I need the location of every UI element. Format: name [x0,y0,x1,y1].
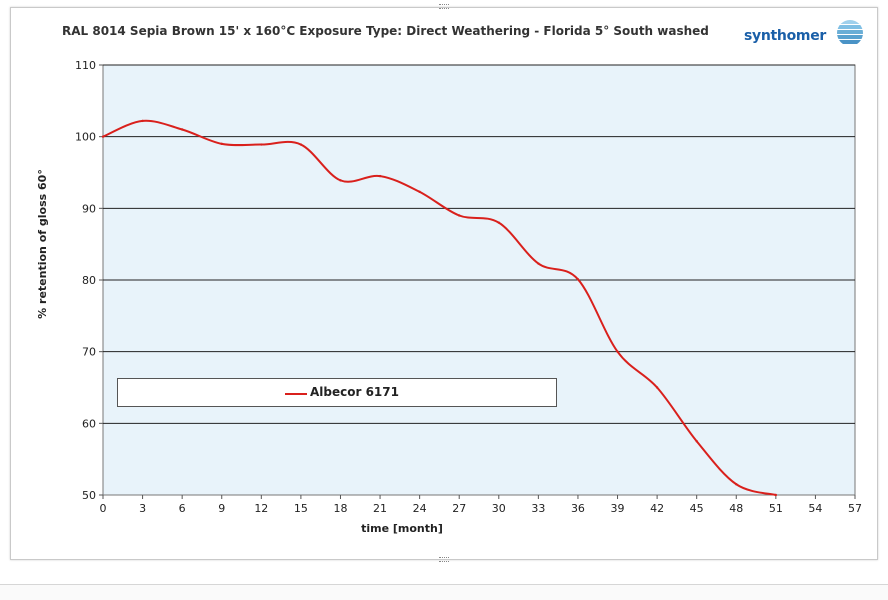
data-point [497,221,500,224]
resize-handle-bottom[interactable] [439,557,449,562]
x-tick-label: 18 [333,502,347,515]
data-point [220,142,223,146]
data-point [655,386,659,389]
x-tick-label: 27 [452,502,466,515]
x-tick-label: 9 [218,502,225,515]
data-point [418,190,421,194]
x-tick-label: 33 [531,502,545,515]
data-point [180,128,184,131]
resize-handle-top[interactable] [439,4,449,9]
x-tick-label: 15 [294,502,308,515]
data-point [260,143,263,146]
x-tick-label: 12 [254,502,268,515]
y-tick-label: 80 [82,274,96,287]
legend: Albecor 6171 [117,378,557,407]
y-tick-label: 90 [82,202,96,215]
data-point [774,493,778,497]
x-tick-label: 24 [413,502,427,515]
y-tick-label: 70 [82,346,96,359]
y-tick-label: 110 [75,59,96,72]
x-tick-label: 6 [179,502,186,515]
x-tick-label: 0 [100,502,107,515]
y-tick-label: 50 [82,489,96,502]
y-axis-label: % retention of gloss 60° [36,169,49,319]
page-bottom-strip [0,584,888,600]
x-tick-label: 54 [808,502,822,515]
x-tick-label: 3 [139,502,146,515]
data-point [458,214,461,217]
series-group [101,119,778,497]
y-tick-label: 60 [82,417,96,430]
data-point [616,350,619,353]
x-axis-ticks: 0 3 6 9 12 15 18 21 24 27 30 33 36 39 42 45 48 51 54 57 [100,495,862,515]
x-tick-label: 57 [848,502,862,515]
legend-swatch-albecor-6171 [285,393,307,395]
x-tick-label: 42 [650,502,664,515]
x-tick-label: 45 [690,502,704,515]
data-point [378,174,382,178]
gridlines [103,64,855,424]
x-tick-label: 21 [373,502,387,515]
data-point [339,179,342,182]
data-point [299,143,303,146]
x-axis-label: time [month] [361,522,443,535]
x-tick-label: 36 [571,502,585,515]
brand-logo-text: synthomer [744,28,826,44]
data-point [735,483,738,486]
data-point [695,440,698,443]
data-point [141,119,144,123]
chart-title: RAL 8014 Sepia Brown 15' x 160°C Exposur… [62,24,709,38]
x-tick-label: 48 [729,502,743,515]
y-axis-ticks: 50 60 70 80 90 100 110 [75,59,103,502]
brand-globe-icon [837,20,863,44]
x-tick-label: 30 [492,502,506,515]
x-tick-label: 51 [769,502,783,515]
y-tick-label: 100 [75,131,96,144]
x-tick-label: 39 [611,502,625,515]
data-point [537,262,540,265]
legend-label-albecor-6171: Albecor 6171 [310,385,399,399]
data-point [576,278,580,281]
data-point [101,135,105,138]
